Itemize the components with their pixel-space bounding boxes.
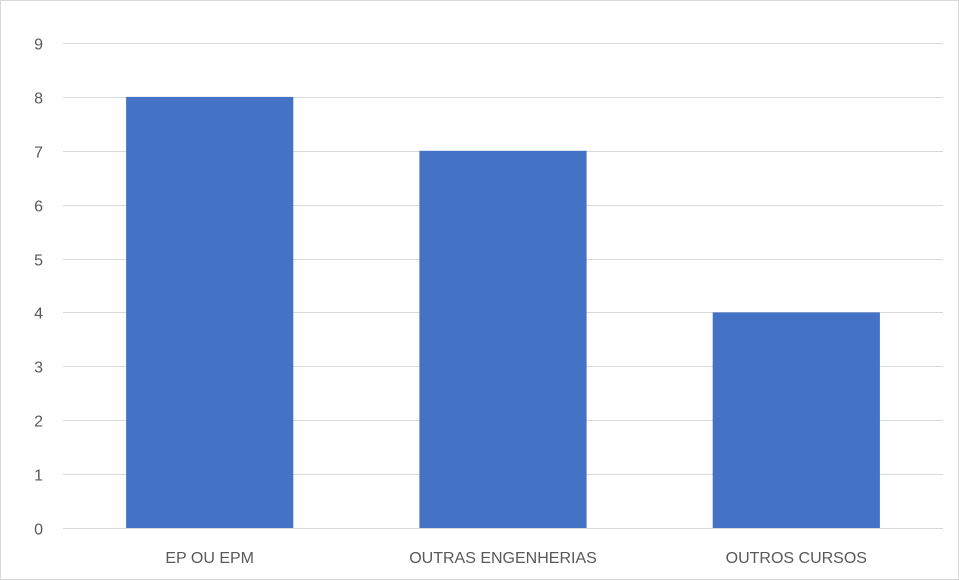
y-tick-label: 4 [34, 306, 43, 323]
y-tick-label: 6 [34, 199, 43, 216]
y-tick-label: 8 [34, 91, 43, 108]
x-category-label: OUTRAS ENGENHERIAS [409, 550, 597, 567]
y-tick-label: 9 [34, 37, 43, 54]
x-category-label: EP OU EPM [165, 550, 254, 567]
bars [126, 96, 880, 529]
y-axis-tick-labels: 0 1 2 3 4 5 6 7 8 9 [34, 37, 43, 539]
bar-2 [712, 312, 880, 528]
y-tick-label: 1 [34, 468, 43, 485]
y-tick-label: 2 [34, 414, 43, 431]
y-tick-label: 0 [34, 522, 43, 539]
y-tick-label: 5 [34, 253, 43, 270]
y-tick-label: 3 [34, 360, 43, 377]
bar-0 [126, 96, 294, 529]
x-axis-category-labels: EP OU EPM OUTRAS ENGENHERIAS OUTROS CURSOS [165, 550, 867, 567]
bar-1 [419, 150, 587, 529]
x-category-label: OUTROS CURSOS [726, 550, 867, 567]
y-tick-label: 7 [34, 145, 43, 162]
